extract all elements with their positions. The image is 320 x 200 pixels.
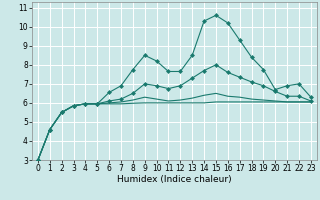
X-axis label: Humidex (Indice chaleur): Humidex (Indice chaleur) (117, 175, 232, 184)
